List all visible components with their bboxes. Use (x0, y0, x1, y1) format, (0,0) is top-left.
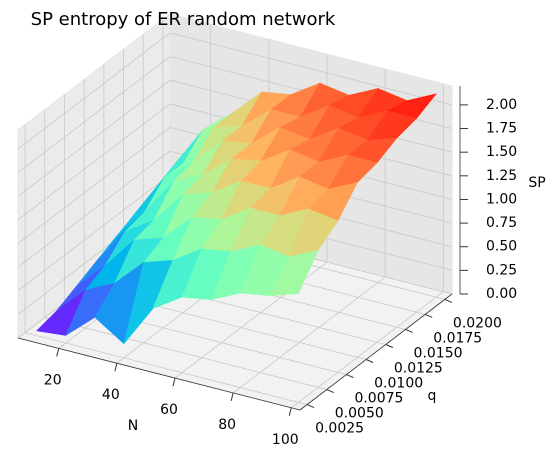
y-tick-label: 0.0150 (414, 345, 463, 361)
x-axis-line (17, 337, 301, 411)
x-tick-label: 100 (272, 432, 299, 448)
surface-cell (268, 249, 319, 297)
y-tick (385, 344, 394, 348)
y-tick (306, 404, 315, 409)
x-tick (56, 348, 60, 357)
x-tick-label: 60 (160, 402, 178, 418)
y-axis-label: q (428, 388, 437, 404)
x-tick (288, 407, 292, 416)
grid-line (17, 56, 171, 173)
y-tick-label: 0.0025 (315, 421, 364, 437)
chart-title: SP entropy of ER random network (31, 9, 336, 30)
y-tick (444, 298, 453, 303)
x-tick-label: 40 (102, 387, 120, 403)
x-tick (230, 392, 234, 402)
grid-line (17, 174, 171, 292)
y-tick-label: 0.0125 (394, 360, 443, 376)
z-tick-label: 1.25 (486, 168, 517, 184)
y-tick (365, 359, 374, 363)
x-axis-label: N (128, 418, 138, 434)
grid-line (17, 79, 171, 197)
grid-line (17, 150, 171, 268)
grid-line (17, 32, 171, 150)
y-tick-label: 0.0050 (335, 406, 384, 422)
z-tick-label: 1.50 (486, 144, 517, 160)
grid-line (169, 32, 453, 106)
x-tick-label: 20 (44, 372, 62, 388)
z-axis-label: SP (528, 175, 545, 191)
z-tick-label: 1.75 (486, 121, 517, 137)
y-tick (425, 313, 433, 318)
y-tick (405, 329, 413, 333)
z-tick-label: 0.50 (486, 239, 517, 255)
z-tick-label: 0.75 (486, 215, 517, 231)
grid-line (17, 103, 171, 221)
grid-line (291, 291, 444, 409)
y-tick-label: 0.0175 (433, 330, 482, 346)
grid-line (17, 127, 171, 244)
y-tick (346, 374, 354, 378)
x-tick (114, 363, 118, 372)
z-tick-label: 0.25 (486, 262, 517, 278)
grid-line (232, 276, 386, 394)
z-tick-label: 0.00 (486, 286, 517, 302)
x-tick (172, 377, 176, 387)
grid-line (24, 332, 308, 405)
y-tick (326, 389, 334, 394)
grid-line (44, 317, 327, 390)
y-tick-label: 0.0200 (453, 315, 502, 331)
y-tick-label: 0.0100 (374, 376, 423, 392)
x-tick-label: 80 (218, 417, 236, 433)
y-axis-line (299, 293, 453, 411)
z-tick-label: 1.00 (486, 191, 517, 207)
y-tick-label: 0.0075 (354, 391, 403, 407)
z-tick-label: 2.00 (486, 97, 517, 113)
